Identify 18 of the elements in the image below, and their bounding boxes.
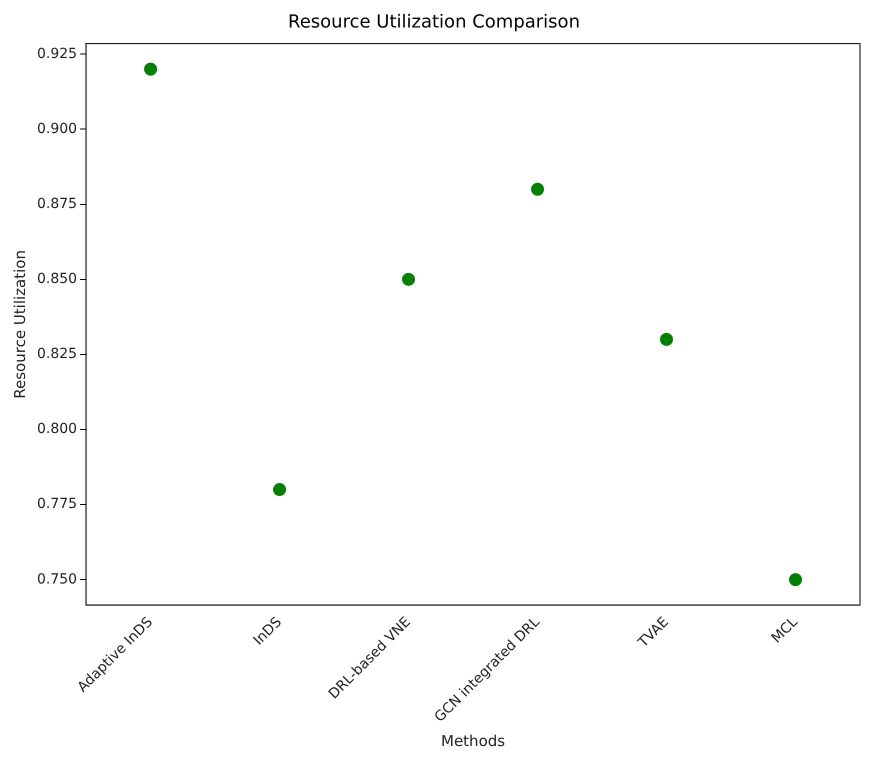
point (531, 182, 544, 196)
point (402, 272, 416, 286)
y-tick-label: 0.800 (36, 421, 78, 438)
chart-title: Resource Utilization Comparison (288, 11, 580, 32)
point (660, 332, 674, 346)
point (789, 573, 802, 586)
x-tick-label: MCL (768, 614, 802, 646)
y-tick-label: 0.850 (36, 270, 78, 287)
y-tick-label: 0.925 (36, 46, 78, 62)
point (273, 483, 286, 496)
y-axis-title: Resource Utilization (10, 250, 29, 399)
x-axis-title: Methods (441, 732, 506, 750)
y-tick-label: 0.775 (36, 496, 78, 512)
point (144, 62, 158, 76)
y-tick-label: 0.875 (36, 196, 78, 212)
y-tick-label: 0.750 (36, 571, 78, 588)
y-tick-label: 0.900 (36, 120, 78, 137)
y-tick-label: 0.825 (36, 346, 78, 362)
